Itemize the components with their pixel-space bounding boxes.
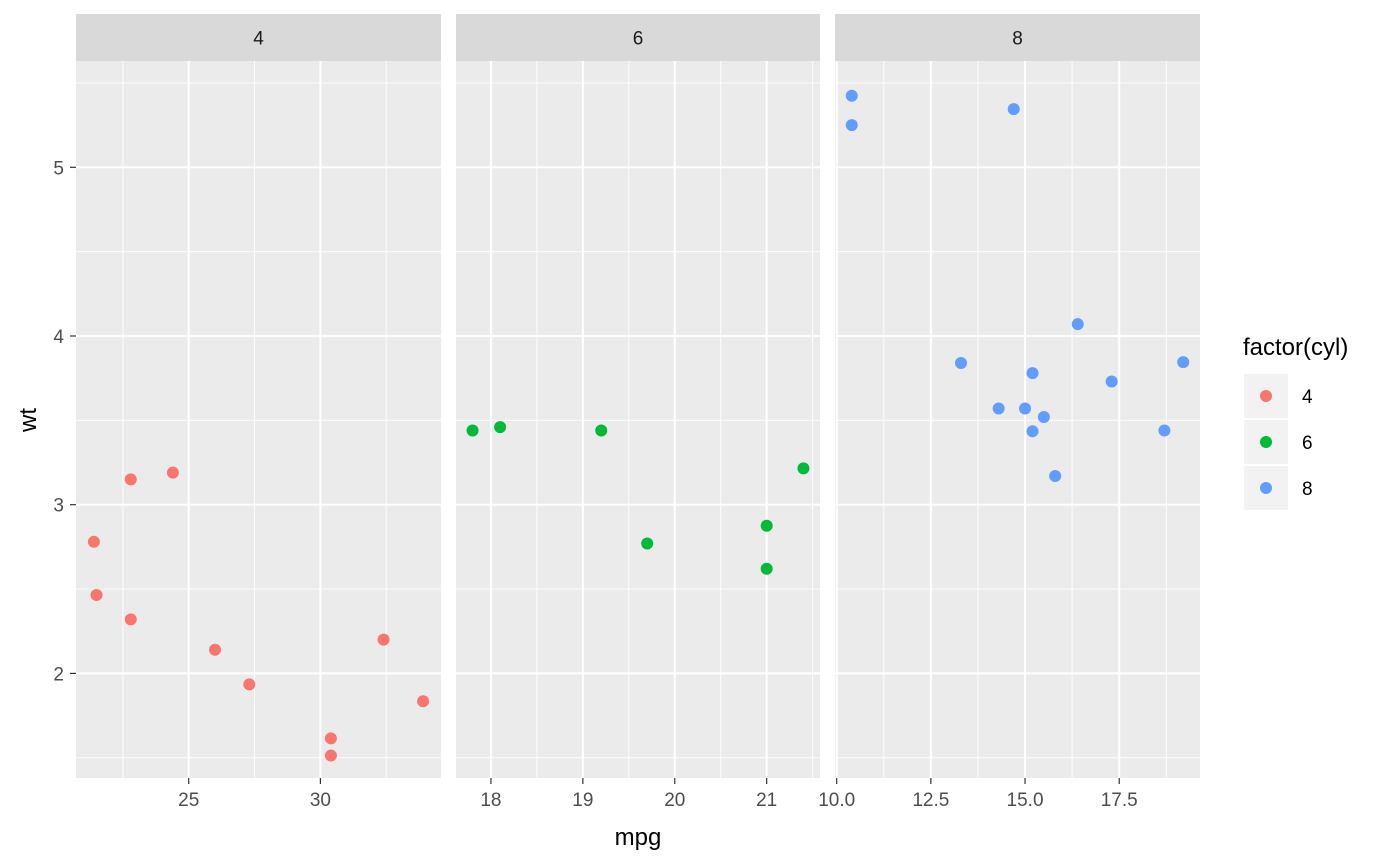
legend-label: 8 — [1302, 479, 1313, 500]
data-point — [797, 462, 810, 475]
legend-item-6: 6 — [1244, 420, 1313, 464]
data-point — [1037, 410, 1050, 423]
facet-panel-6: 18 19 20 21 6 — [456, 14, 820, 811]
data-point — [494, 421, 507, 434]
data-point — [760, 519, 773, 532]
x-tick-label: 21 — [756, 790, 777, 811]
y-tick-label: 5 — [53, 158, 64, 179]
data-point — [1105, 375, 1118, 388]
y-axis: 2 3 4 5 — [53, 158, 76, 685]
data-point — [845, 119, 858, 132]
data-point — [90, 588, 103, 601]
data-point — [1019, 402, 1032, 415]
y-axis-title: wt — [15, 408, 42, 433]
legend-title: factor(cyl) — [1243, 334, 1348, 361]
data-point — [417, 695, 430, 708]
facet-strip-label: 8 — [1012, 29, 1023, 50]
legend-key-symbol — [1260, 482, 1272, 494]
facet-strip — [76, 14, 441, 61]
data-point — [87, 535, 100, 548]
facet-strip-label: 6 — [633, 29, 644, 50]
x-tick-label: 18 — [480, 790, 501, 811]
legend-keys: 4 6 8 — [1244, 374, 1313, 510]
data-point — [1026, 425, 1039, 438]
legend-key-symbol — [1260, 390, 1272, 402]
facet-panel-4: 25 30 4 — [76, 14, 441, 811]
panel-background — [835, 61, 1200, 778]
data-point — [1026, 367, 1039, 380]
legend-item-4: 4 — [1244, 374, 1313, 418]
data-point — [595, 424, 608, 437]
data-point — [324, 732, 337, 745]
panel-background — [456, 61, 820, 778]
x-tick-label: 25 — [178, 790, 199, 811]
data-point — [845, 89, 858, 102]
x-tick-label: 17.5 — [1101, 790, 1138, 811]
facet-strip — [835, 14, 1200, 61]
y-tick-label: 2 — [53, 664, 64, 685]
y-tick-label: 4 — [53, 327, 64, 348]
legend-key-symbol — [1260, 436, 1272, 448]
facet-panel-8: 10.0 12.5 15.0 17.5 8 — [818, 14, 1200, 811]
x-tick-label: 20 — [664, 790, 685, 811]
data-point — [1177, 356, 1190, 369]
data-point — [243, 678, 256, 691]
data-point — [124, 473, 137, 486]
data-point — [166, 466, 179, 479]
legend-label: 4 — [1302, 387, 1313, 408]
data-point — [1049, 470, 1062, 483]
x-tick-label: 10.0 — [818, 790, 855, 811]
data-point — [760, 562, 773, 575]
data-point — [377, 633, 390, 646]
data-point — [1071, 318, 1084, 331]
x-tick-label: 15.0 — [1007, 790, 1044, 811]
x-tick-label: 12.5 — [912, 790, 949, 811]
data-point — [954, 356, 967, 369]
panel-background — [76, 61, 441, 778]
facet-strip — [456, 14, 820, 61]
legend-label: 6 — [1302, 433, 1313, 454]
data-point — [324, 749, 337, 762]
data-point — [1158, 424, 1171, 437]
data-point — [1007, 103, 1020, 116]
data-point — [992, 402, 1005, 415]
legend: factor(cyl) 4 6 8 — [1243, 334, 1348, 510]
data-point — [641, 537, 654, 550]
legend-item-8: 8 — [1244, 466, 1313, 510]
x-tick-label: 19 — [572, 790, 593, 811]
facet-panels: 25 30 4 18 19 20 21 6 10.0 12.5 15.0 17.5 8 — [76, 14, 1200, 811]
data-point — [466, 424, 479, 437]
x-axis-title: mpg — [615, 824, 662, 851]
x-tick-label: 30 — [310, 790, 331, 811]
data-point — [124, 613, 137, 626]
y-tick-label: 3 — [53, 496, 64, 517]
facet-strip-label: 4 — [253, 29, 264, 50]
data-point — [209, 643, 222, 656]
